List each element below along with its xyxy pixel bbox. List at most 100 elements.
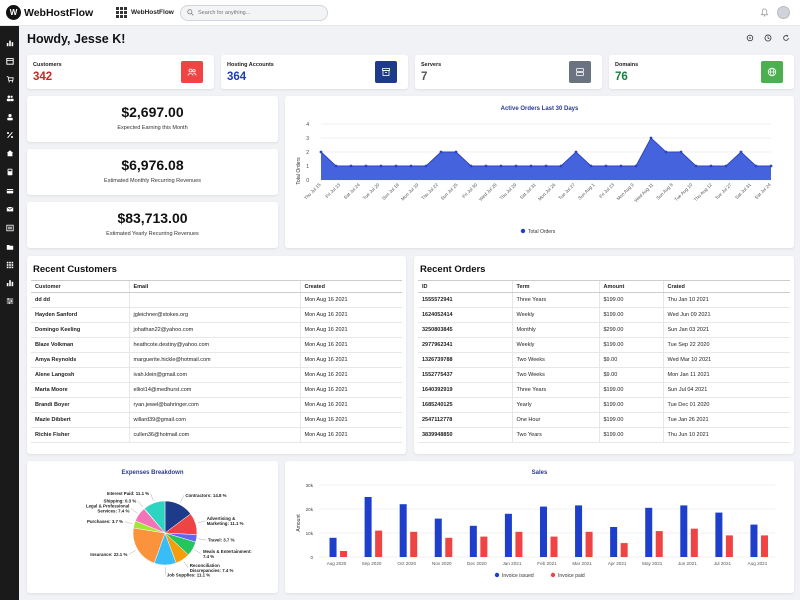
- list-icon[interactable]: [5, 223, 14, 232]
- x-tick-label: Mon Jul 26: [537, 182, 557, 202]
- servers-card[interactable]: Servers 7: [415, 55, 602, 89]
- data-point: [484, 164, 488, 168]
- search-input[interactable]: [198, 9, 318, 16]
- table-cell: Sun Jul 04 2021: [662, 382, 790, 398]
- x-tick-label: Sun Aug 1: [577, 182, 596, 201]
- table-cell: Tue Dec 01 2020: [662, 397, 790, 413]
- column-header[interactable]: Amount: [598, 280, 663, 293]
- x-tick-label: Tue Jul 20: [362, 182, 381, 201]
- y-tick-label: 2: [306, 150, 309, 156]
- table-cell: Mon Aug 16 2021: [299, 307, 402, 323]
- data-point: [679, 150, 683, 154]
- table-row[interactable]: 1326739788 Two Weeks $9.00 Wed Mar 10 2021: [418, 352, 790, 368]
- slice-label: Travel: 3.7 %: [208, 538, 235, 543]
- label-connector: [194, 549, 202, 555]
- folder-icon[interactable]: [5, 242, 14, 251]
- sales-bar: [550, 536, 558, 557]
- table-row[interactable]: Blaze Volkman heathcote.destiny@yahoo.com…: [31, 337, 402, 353]
- grid-icon: [116, 7, 127, 18]
- table-row[interactable]: Domingo Keeling johathan22@yahoo.com Mon A…: [31, 322, 402, 338]
- data-point: [334, 164, 338, 168]
- table-row[interactable]: Marta Moore elliot14@medhurst.com Mon Aug …: [31, 382, 402, 398]
- apps-icon[interactable]: [5, 260, 14, 269]
- table-row[interactable]: 1685240125 Yearly $199.00 Tue Dec 01 2020: [418, 397, 790, 413]
- table-row[interactable]: 1624052414 Weekly $199.00 Wed Jun 09 2021: [418, 307, 790, 323]
- cart-icon[interactable]: [5, 74, 14, 83]
- column-header[interactable]: ID: [418, 280, 512, 293]
- app-switcher[interactable]: WebHostFlow: [116, 7, 176, 18]
- users-icon: [181, 61, 203, 83]
- table-cell: [128, 292, 300, 308]
- domains-card[interactable]: Domains 76: [609, 55, 794, 89]
- sales-bar: [750, 524, 758, 557]
- sales-bar: [655, 531, 663, 557]
- customers-card[interactable]: Customers 342: [27, 55, 214, 89]
- table-cell: Marta Moore: [31, 382, 129, 398]
- revenue-label: Estimated Monthly Recurring Revenues: [104, 178, 201, 184]
- users-icon[interactable]: [5, 93, 14, 102]
- table-row[interactable]: 1555572941 Three Years $199.00 Thu Jan 10 2…: [418, 292, 790, 308]
- dashboard-icon[interactable]: [5, 38, 14, 47]
- column-header[interactable]: Email: [128, 280, 300, 293]
- column-header[interactable]: Crated: [662, 280, 790, 293]
- box-icon[interactable]: [5, 56, 14, 65]
- orders-area: [321, 138, 771, 180]
- table-row[interactable]: Amya Reynolds marguerite.hickle@hotmail.c…: [31, 352, 402, 368]
- table-row[interactable]: Brandi Boyer ryan.jewel@bahringer.com Mon …: [31, 397, 402, 413]
- table-row[interactable]: Mazie Dibbert willard39@gmail.com Mon Aug …: [31, 412, 402, 428]
- x-tick-label: Wed Aug 11: [633, 182, 654, 203]
- revenue-value: $6,976.08: [121, 157, 184, 173]
- table-cell: Mon Aug 16 2021: [299, 352, 402, 368]
- user-icon[interactable]: [5, 112, 14, 121]
- mail-icon[interactable]: [5, 204, 14, 213]
- credit-card-icon[interactable]: [5, 186, 14, 195]
- data-point: [379, 164, 383, 168]
- chart-title: Expenses Breakdown: [121, 470, 184, 476]
- table-row[interactable]: 2977962341 Weekly $199.00 Tue Sep 22 2020: [418, 337, 790, 353]
- sales-bar: [690, 528, 698, 557]
- table-row[interactable]: dd dd Mon Aug 16 2021: [31, 292, 402, 308]
- data-point: [439, 150, 443, 154]
- refresh-icon[interactable]: [782, 34, 790, 42]
- table-row[interactable]: 3839948850 Two Years $199.00 Thu Jun 10 202…: [418, 427, 790, 443]
- table-row[interactable]: 3250803845 Monthly $299.00 Sun Jan 03 2021: [418, 322, 790, 338]
- home-icon[interactable]: [5, 148, 14, 157]
- table-row[interactable]: Alene Langosh ivah.klein@gmail.com Mon Aug…: [31, 367, 402, 383]
- settings-sliders-icon[interactable]: [5, 296, 14, 305]
- label-connector: [183, 561, 189, 569]
- column-header[interactable]: Customer: [31, 280, 129, 293]
- table-cell: 1624052414: [418, 307, 512, 323]
- x-tick-label: Fri Jul 30: [461, 182, 478, 199]
- table-row[interactable]: Richie Fisher cullen36@hotmail.com Mon Aug…: [31, 427, 402, 443]
- target-icon[interactable]: [746, 34, 754, 42]
- table-cell: 2977962341: [418, 337, 512, 353]
- user-avatar[interactable]: [777, 6, 790, 19]
- app-switcher-label: WebHostFlow: [131, 9, 174, 16]
- bell-icon[interactable]: [760, 8, 769, 17]
- column-header[interactable]: Created: [299, 280, 402, 293]
- table-cell: Mon Jan 11 2021: [662, 367, 790, 383]
- sales-bar: [725, 535, 733, 557]
- table-cell: cullen36@hotmail.com: [128, 427, 300, 443]
- percent-icon[interactable]: [5, 130, 14, 139]
- clock-icon[interactable]: [764, 34, 772, 42]
- data-point: [499, 164, 503, 168]
- table-row[interactable]: Hayden Sanford jgleichner@stokes.org Mon A…: [31, 307, 402, 323]
- table-cell: Two Weeks: [511, 352, 599, 368]
- revenue-value: $83,713.00: [117, 210, 188, 226]
- sales-bar: [434, 518, 442, 557]
- sales-bar: [504, 513, 512, 557]
- revenue-value: $2,697.00: [121, 104, 184, 120]
- hosting-accounts-card[interactable]: Hosting Accounts 364: [221, 55, 408, 89]
- data-point: [664, 150, 668, 154]
- table-cell: 1552775437: [418, 367, 512, 383]
- x-tick-label: Aug 2021: [748, 561, 768, 566]
- brand[interactable]: W WebHostFlow: [0, 5, 104, 20]
- search-box[interactable]: [180, 4, 328, 21]
- table-row[interactable]: 1640392919 Three Years $199.00 Sun Jul 04 2…: [418, 382, 790, 398]
- table-row[interactable]: 1552775437 Two Weeks $9.00 Mon Jan 11 2021: [418, 367, 790, 383]
- reports-icon[interactable]: [5, 278, 14, 287]
- calculator-icon[interactable]: [5, 167, 14, 176]
- column-header[interactable]: Term: [511, 280, 599, 293]
- table-row[interactable]: 2547112778 One Hour $199.00 Tue Jan 26 2021: [418, 412, 790, 428]
